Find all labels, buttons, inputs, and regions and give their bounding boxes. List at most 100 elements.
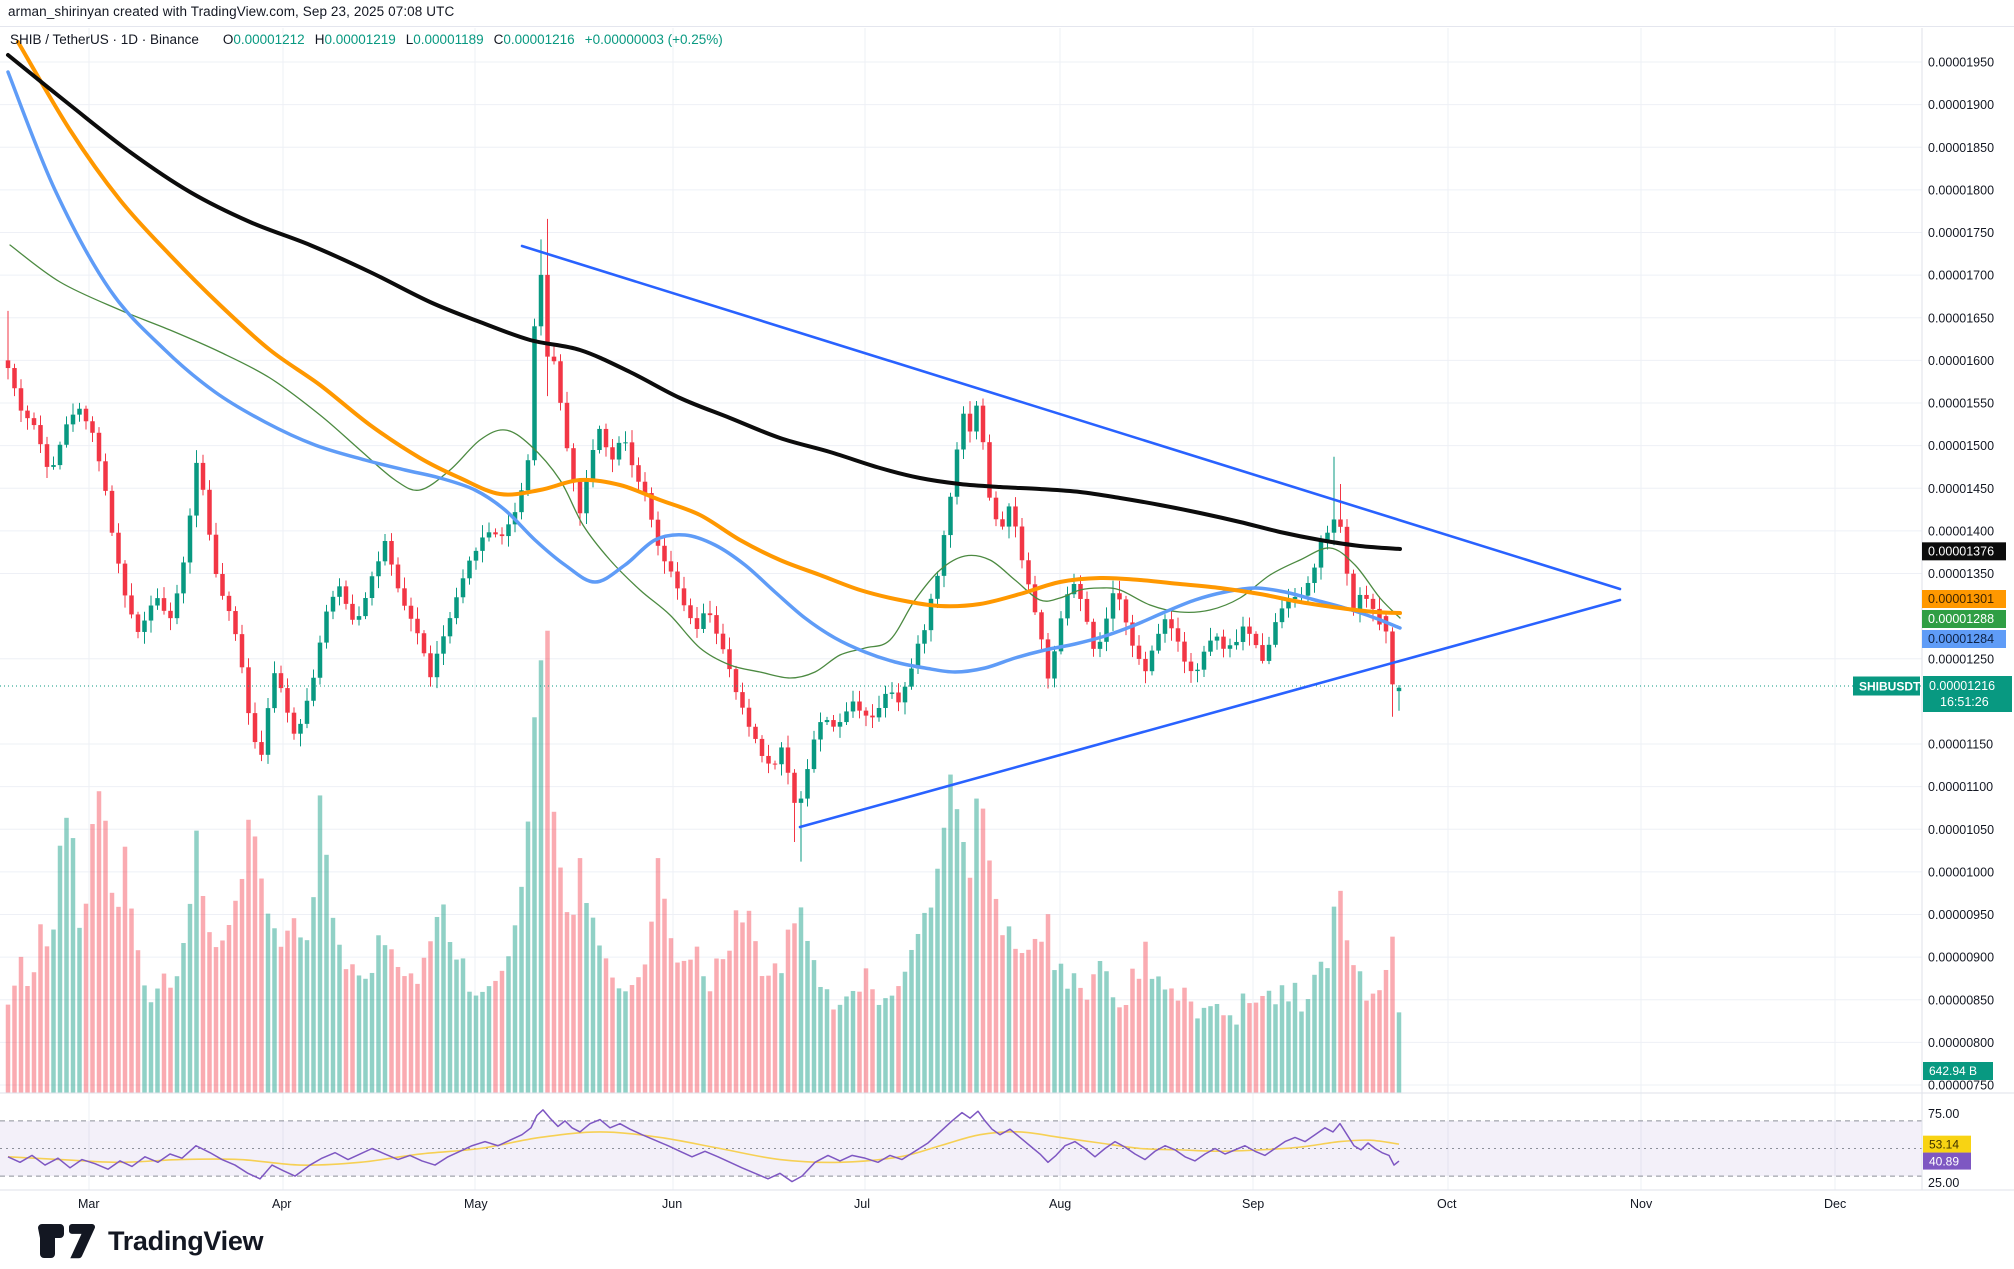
candle-body [1052, 651, 1057, 679]
candle-body [31, 418, 37, 426]
candle-body [272, 673, 277, 709]
volume-bar [688, 959, 693, 1093]
volume-bar [746, 910, 752, 1093]
volume-bar [1208, 1006, 1213, 1093]
candle-body [1013, 506, 1018, 527]
candle-body [330, 596, 336, 612]
candle-body [1156, 633, 1161, 651]
candle-body [525, 460, 531, 491]
volume-bar [902, 971, 908, 1093]
volume-bar [200, 895, 206, 1093]
volume-bar [252, 836, 258, 1093]
candle-body [1188, 661, 1194, 672]
countdown-timer: 16:51:26 [1940, 695, 1989, 709]
candle-body [785, 747, 791, 773]
volume-bar [1279, 985, 1285, 1093]
symbol-title[interactable]: SHIB / TetherUS · 1D · Binance [10, 32, 199, 47]
ticker-tag-bg [1853, 676, 1920, 696]
candle-body [610, 447, 615, 460]
candle-body [1305, 582, 1311, 596]
candle-body [850, 701, 856, 712]
volume-bar [538, 660, 544, 1093]
volume-bar [480, 991, 485, 1093]
candle-body [389, 541, 394, 565]
candle-body [252, 713, 258, 743]
current-price-tag: 0.00001216 16:51:26 [1923, 676, 2012, 712]
volume-bar [1214, 1003, 1220, 1093]
volume-bar [935, 868, 940, 1093]
candle-body [129, 595, 134, 615]
candle-body [1162, 619, 1168, 634]
candle-body [545, 274, 550, 357]
volume-bar [551, 811, 557, 1093]
candle-body [1253, 633, 1259, 646]
trendline-upper[interactable] [520, 244, 1622, 591]
time-axis[interactable]: Mar Apr May Jun Jul Aug Sep Oct Nov Dec [78, 1197, 1846, 1211]
volume-bar [1299, 1011, 1304, 1093]
volume-bar [57, 845, 63, 1093]
volume-bar [460, 958, 466, 1093]
volume-bar [733, 910, 739, 1093]
volume-bar [1156, 976, 1161, 1093]
volume-bar [1006, 926, 1012, 1093]
volume-bar [116, 906, 121, 1093]
volume-bar [727, 950, 732, 1093]
rsi-value-tag-bg [1923, 1152, 1971, 1170]
volume-bar [135, 950, 141, 1093]
candle-body [980, 405, 986, 443]
ticker-tag-text: SHIBUSDT [1859, 680, 1921, 694]
price-axis[interactable]: 0.00001950 0.00001900 0.00001850 0.00001800… [1928, 56, 1994, 1093]
volume-bar [655, 858, 661, 1093]
candle-body [967, 413, 973, 432]
candle-body [753, 726, 758, 739]
candle-body [1065, 594, 1070, 619]
candle-body [863, 710, 869, 716]
volume-bar [90, 824, 95, 1093]
header-divider [0, 26, 2014, 27]
price-tick-label: 0.00001750 [1928, 226, 1994, 240]
volume-bar [369, 972, 375, 1093]
candle-body [558, 361, 563, 403]
candle-body [77, 408, 82, 415]
volume-bar [909, 949, 914, 1093]
candle-body [1201, 651, 1207, 670]
volume-bar [681, 960, 687, 1093]
candle-body [226, 595, 232, 612]
volume-bar [857, 991, 862, 1093]
volume-bar [382, 945, 388, 1093]
volume-bar [883, 998, 888, 1093]
price-tick-label: 0.00000850 [1928, 993, 1994, 1007]
candle-body [1149, 650, 1155, 672]
volume-bar [298, 937, 303, 1093]
volume-bar [889, 995, 895, 1093]
candle-body [473, 550, 479, 561]
candle-body [1078, 583, 1083, 599]
candle-body [1208, 640, 1213, 652]
candle-body [928, 598, 934, 631]
volume-bar [1305, 999, 1311, 1093]
close-label: C [493, 32, 504, 47]
candle-body [343, 586, 349, 604]
volume-bar [701, 976, 706, 1093]
volume-bar [603, 958, 609, 1093]
candle-body [519, 490, 524, 513]
volume-bar [837, 1004, 843, 1093]
volume-bar [1383, 969, 1389, 1093]
volume-bar [558, 867, 563, 1093]
volume-bar [623, 991, 628, 1093]
volume-bar [1071, 973, 1077, 1093]
symbol-legend[interactable]: SHIB / TetherUS · 1D · Binance O0.0000121… [10, 32, 723, 47]
volume-bar [1058, 963, 1064, 1093]
candle-body [5, 360, 11, 369]
candle-body [1039, 612, 1044, 640]
volume-bar [246, 819, 251, 1093]
volume-bar [1260, 995, 1265, 1093]
tradingview-logo[interactable]: TradingView [36, 1222, 264, 1260]
candle-body [317, 642, 323, 678]
volume-bar [629, 985, 635, 1093]
trendline-lower[interactable] [798, 598, 1622, 829]
rsi-75-label: 75.00 [1928, 1107, 1959, 1121]
ma-green-price-tag: 0.00001288 [1922, 610, 2006, 628]
volume-bar [1364, 1000, 1369, 1093]
